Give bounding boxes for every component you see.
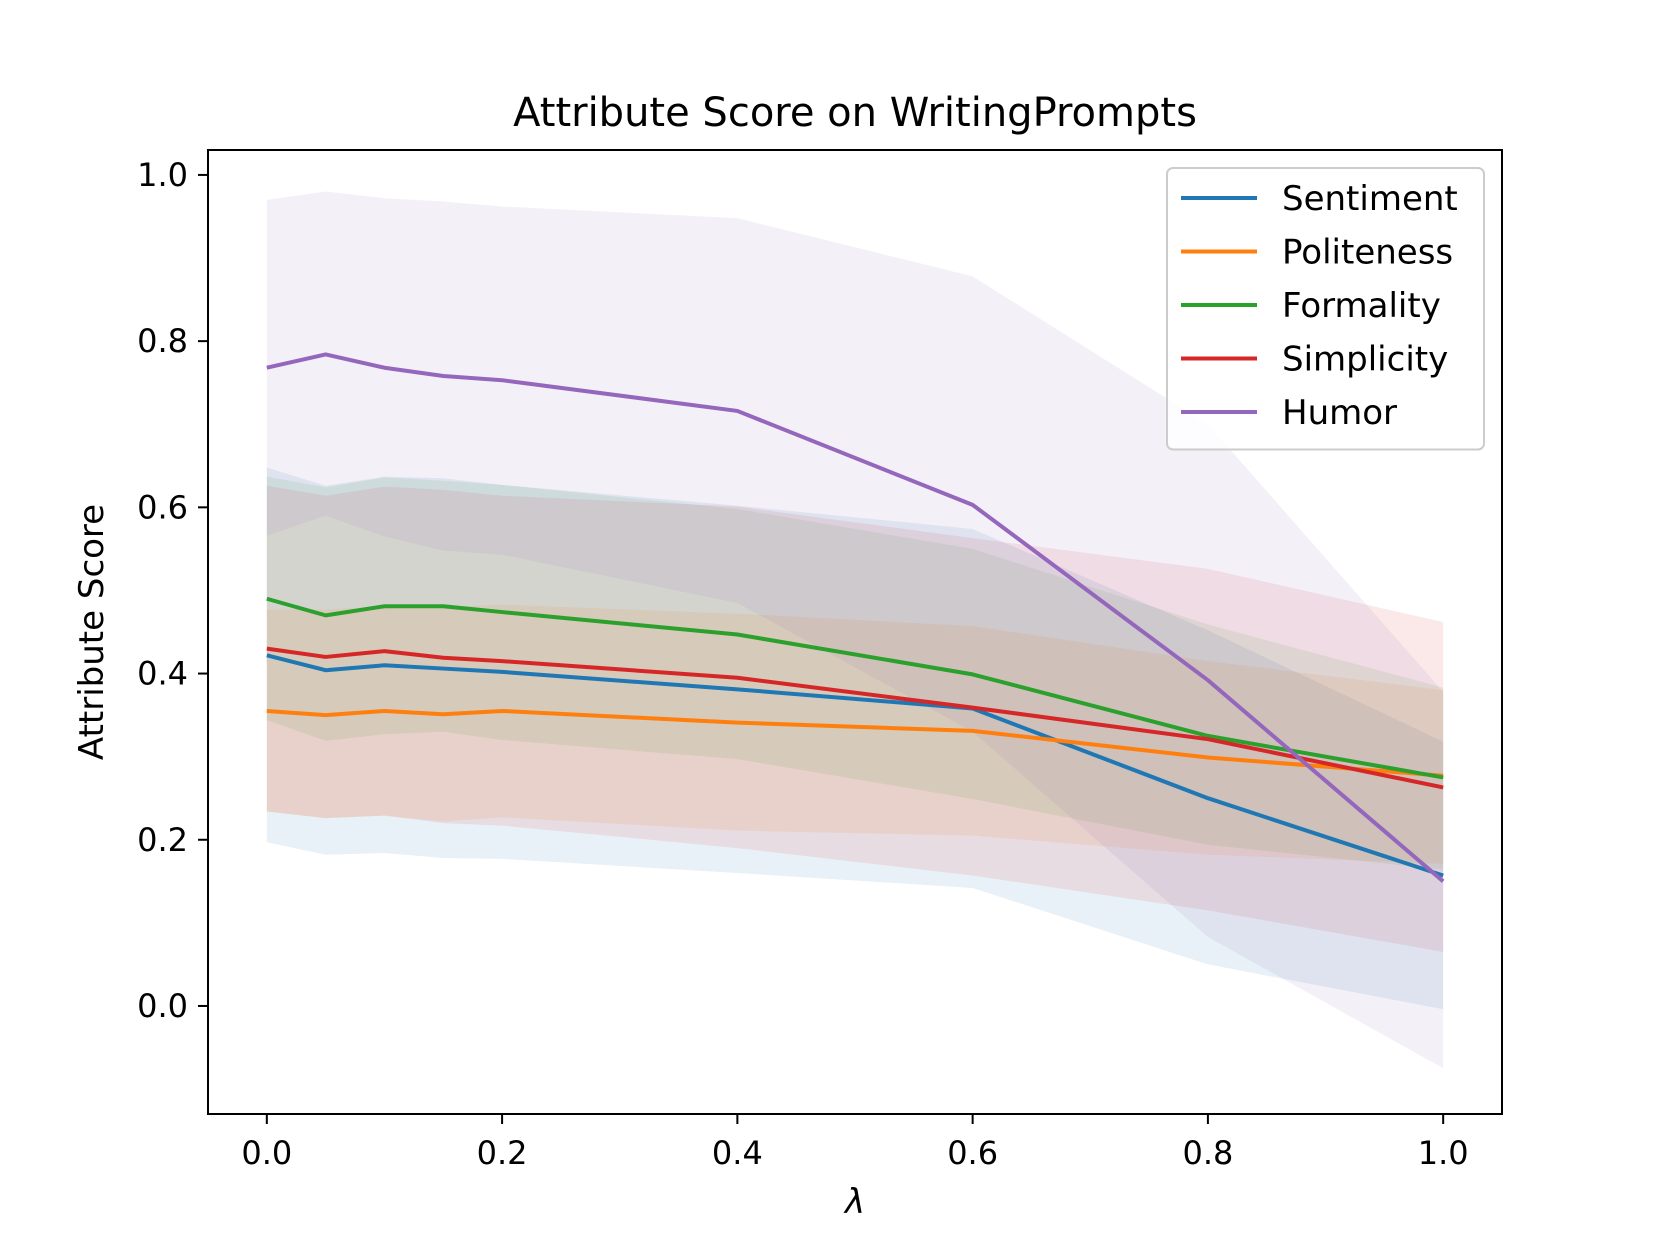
y-tick-label: 0.2 (137, 821, 188, 859)
y-axis-ticks: 0.0 0.2 0.4 0.6 0.8 1.0 (137, 156, 208, 1025)
politeness-band (266, 604, 1444, 864)
formality-band (266, 476, 1444, 870)
x-tick-label: 1.0 (1418, 1134, 1469, 1172)
sentiment-band (266, 467, 1444, 1010)
y-tick-label: 0.6 (137, 488, 188, 526)
series-lines (266, 352, 1445, 883)
x-axis-label: λ (843, 1182, 865, 1222)
y-tick-label: 0.4 (137, 655, 188, 693)
simplicity-line (266, 646, 1444, 790)
sentiment-line (266, 653, 1444, 878)
humor-band (266, 191, 1444, 1069)
simplicity-band (266, 485, 1444, 952)
humor-line (266, 352, 1445, 883)
chart-title: Attribute Score on WritingPrompts (513, 90, 1197, 136)
x-axis-ticks: 0.0 0.2 0.4 0.6 0.8 1.0 (241, 1114, 1469, 1172)
y-tick-label: 0.0 (137, 987, 188, 1025)
formality-line (266, 596, 1444, 780)
legend-label-simplicity: Simplicity (1282, 340, 1448, 380)
legend-label-formality: Formality (1282, 286, 1441, 326)
legend: Sentiment Politeness Formality Simplicity Hu… (1166, 167, 1485, 451)
plot-frame (207, 149, 1503, 1115)
y-axis-label: Attribute Score (72, 504, 112, 760)
x-tick-label: 0.0 (241, 1134, 292, 1172)
confidence-bands (266, 191, 1444, 1069)
legend-box (1166, 167, 1485, 451)
politeness-line (266, 708, 1444, 778)
x-tick-label: 0.4 (712, 1134, 763, 1172)
y-tick-label: 1.0 (137, 156, 188, 194)
x-tick-label: 0.8 (1182, 1134, 1233, 1172)
x-tick-label: 0.6 (947, 1134, 998, 1172)
x-tick-label: 0.2 (477, 1134, 528, 1172)
legend-label-sentiment: Sentiment (1282, 179, 1458, 219)
legend-label-politeness: Politeness (1282, 233, 1453, 273)
y-tick-label: 0.8 (137, 322, 188, 360)
legend-label-humor: Humor (1282, 393, 1397, 433)
